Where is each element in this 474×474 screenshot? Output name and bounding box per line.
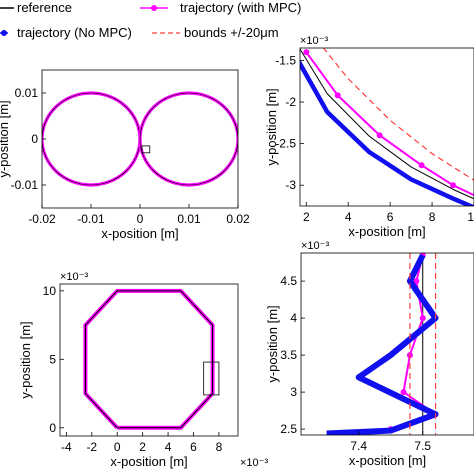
y-tick-label: -2.5 <box>275 137 296 151</box>
x-tick-label: 0 <box>137 212 144 226</box>
plot-area <box>326 253 439 435</box>
x-tick-label: 4 <box>165 440 172 454</box>
y-axis-label: y-position [m] <box>265 305 280 382</box>
y-tick-label: -0.01 <box>11 178 39 192</box>
x-tick-label: 4 <box>345 210 352 224</box>
y-tick-label: 3.5 <box>280 348 297 362</box>
y-tick-label: 5 <box>49 352 56 366</box>
marker-with-mpc <box>376 132 383 139</box>
x-exponent-label: ×10⁻³ <box>240 457 268 469</box>
y-tick-label: 0.01 <box>15 86 39 100</box>
x-tick-label: -0.02 <box>28 212 56 226</box>
x-tick-label: 7.5 <box>414 439 431 453</box>
plot-area <box>300 48 474 206</box>
y-tick-label: -2 <box>285 95 296 109</box>
series-no_mpc <box>326 253 439 435</box>
legend-marker-with-mpc <box>151 5 157 11</box>
series-reference <box>300 48 474 200</box>
trajectory-circle <box>138 91 238 187</box>
x-tick-label: -0.01 <box>77 212 105 226</box>
x-tick-label: 0 <box>114 440 121 454</box>
plot-area <box>42 91 238 187</box>
zoom-box <box>203 361 220 396</box>
axes-box <box>299 47 474 207</box>
trajectory-circle <box>42 91 142 187</box>
x-axis-label: x-position [m] <box>101 226 178 241</box>
bound-line <box>322 48 474 181</box>
y-tick-label: 0 <box>49 421 56 435</box>
marker-with-mpc <box>450 182 457 189</box>
marker-with-mpc <box>334 92 341 99</box>
y-tick-label: 4.5 <box>280 274 297 288</box>
x-tick-label: -4 <box>61 440 72 454</box>
plot-area <box>83 288 215 430</box>
y-tick-label: 2.5 <box>280 422 297 436</box>
panel-octagon-zoom: 7.4 7.5 2.5 3 3.5 4 4.5 x-position [m] y-positio… <box>265 240 474 468</box>
marker-with-mpc <box>400 389 407 396</box>
trajectory-octagon <box>83 288 215 430</box>
x-axis-label: x-position [m] <box>348 224 425 239</box>
legend-label-with-mpc: trajectory (with MPC) <box>180 0 301 15</box>
y-exponent-label: ×10⁻³ <box>301 240 329 252</box>
x-tick-label: 10 <box>467 210 474 224</box>
x-tick-label: 7.4 <box>350 439 367 453</box>
x-tick-label: 8 <box>216 440 223 454</box>
reference-circle <box>139 92 238 186</box>
y-tick-label: 10 <box>43 284 57 298</box>
legend-marker-no-mpc <box>1 30 7 36</box>
y-axis-label: y-position [m] <box>0 100 11 177</box>
y-axis-label: y-position [m] <box>264 88 279 165</box>
panel-fig-eight: -0.02 -0.01 0 0.01 0.02-0.0100.01x-position … <box>0 69 250 241</box>
y-tick-label: -3 <box>285 178 296 192</box>
y-tick-label: 0 <box>31 132 38 146</box>
x-tick-label: 0.01 <box>177 212 201 226</box>
y-tick-label: -1.5 <box>275 53 296 67</box>
series-reference <box>84 290 214 429</box>
x-tick-label: 2 <box>139 440 146 454</box>
y-exponent-label: ×10⁻³ <box>60 271 88 283</box>
marker-with-mpc <box>413 278 420 285</box>
panel-fig-eight-zoom: 2 4 6 8 10 -1.5 -2 -2.5 -3 x-position [m] y-positi… <box>264 35 474 239</box>
axes-box <box>300 252 474 436</box>
axes-box <box>59 283 239 437</box>
zoom-box <box>141 145 151 154</box>
y-exponent-label: ×10⁻³ <box>300 35 328 47</box>
legend: reference trajectory (with MPC) trajecto… <box>0 0 301 40</box>
x-tick-label: 8 <box>429 210 436 224</box>
x-tick-label: 2 <box>303 210 310 224</box>
marker-with-mpc <box>419 315 426 322</box>
marker-with-mpc <box>418 162 425 169</box>
series-with_mpc <box>305 51 474 197</box>
legend-label-no-mpc: trajectory (No MPC) <box>17 25 132 40</box>
panel-octagon: -4 -2 0 2 4 6 8 0 5 10 x-position [m] y-position [m… <box>18 271 268 469</box>
legend-label-reference: reference <box>17 0 72 15</box>
x-axis-label: x-position [m] <box>110 454 187 469</box>
legend-label-bounds: bounds +/-20μm <box>184 25 279 40</box>
x-tick-label: 6 <box>387 210 394 224</box>
y-tick-label: 3 <box>290 385 297 399</box>
x-axis-label: x-position [m] <box>349 453 426 468</box>
series-no_mpc <box>300 59 474 206</box>
y-tick-label: 4 <box>290 311 297 325</box>
x-tick-label: 6 <box>190 440 197 454</box>
y-axis-label: y-position [m] <box>18 321 33 398</box>
x-tick-label: -2 <box>86 440 97 454</box>
x-tick-label: 0.02 <box>226 212 250 226</box>
marker-with-mpc <box>303 49 310 56</box>
